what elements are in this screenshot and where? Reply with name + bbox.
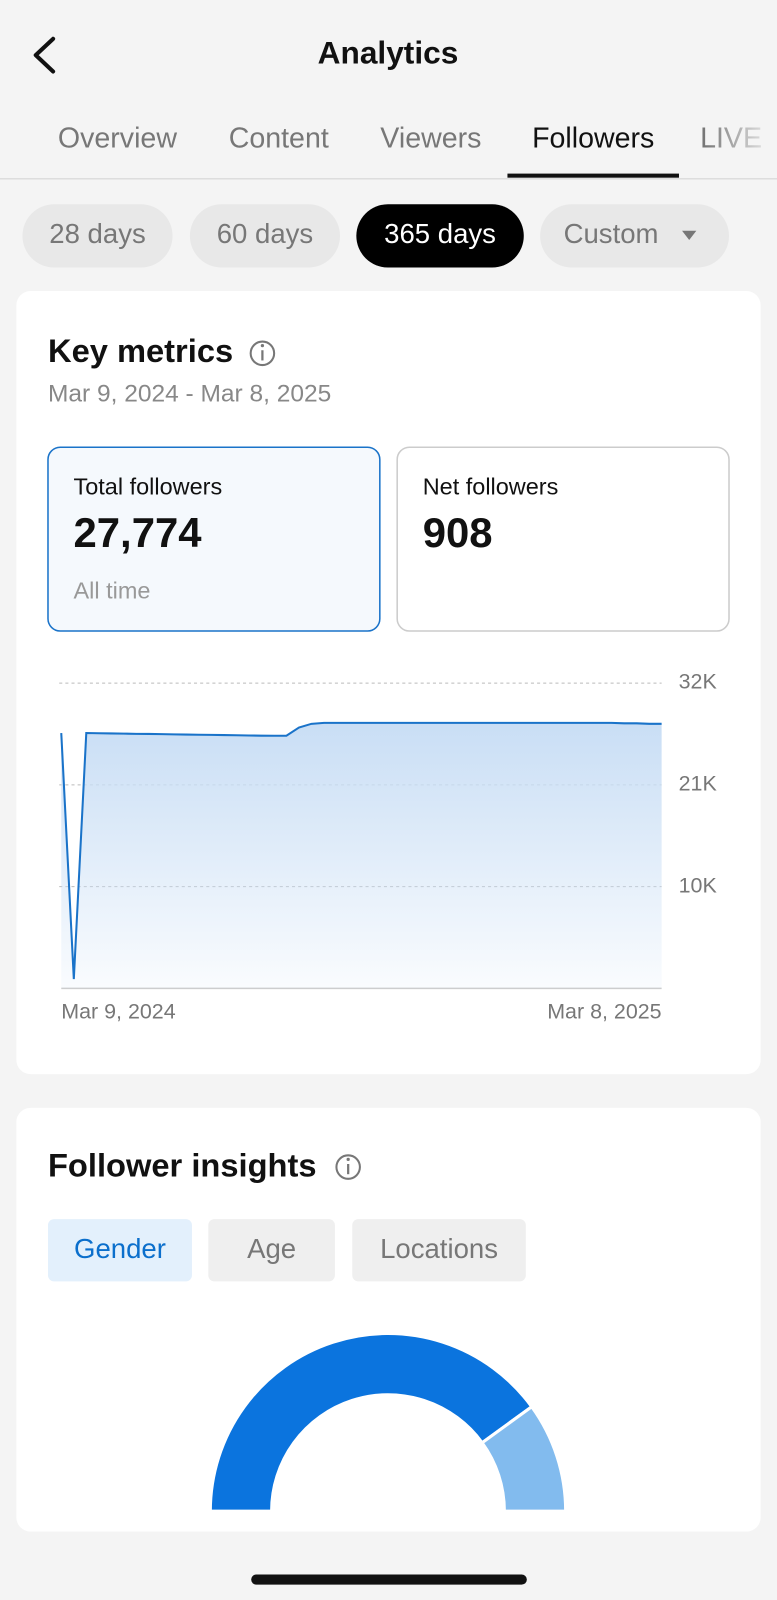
metric-label: Total followers [74,473,223,499]
followers-chart: 32K 21K 10K Mar 9, 2024 Mar 8, 2025 [59,670,717,1024]
donut-segment [480,1404,568,1513]
x-tick-label: Mar 9, 2024 [61,1000,175,1024]
y-tick-label: 10K [679,873,718,897]
info-icon[interactable] [335,1154,361,1180]
metric-value: 27,774 [74,509,203,556]
insight-tab[interactable] [47,1219,192,1282]
range-pill[interactable] [356,204,524,268]
date-range: Mar 9, 2024 - Mar 8, 2025 [48,381,331,408]
metric-label: Net followers [423,473,559,499]
range-label: 60 days [217,218,313,249]
tab-indicator [507,173,679,178]
tab[interactable]: Overview [58,122,177,154]
insight-tab[interactable] [208,1219,335,1282]
page-title: Analytics [318,35,459,71]
metric-note: All time [74,577,151,603]
section-title: Key metrics [48,332,233,369]
bottom-area [0,1531,777,1600]
insight-tab-label: Age [247,1233,296,1264]
insight-tab-label: Gender [74,1233,166,1264]
range-label: 365 days [384,218,496,249]
range-pill[interactable] [540,204,730,268]
home-indicator [251,1574,527,1585]
insight-tab[interactable] [352,1219,526,1282]
donut-segment [208,1332,534,1513]
metric-card[interactable] [47,446,381,632]
back-button[interactable] [33,36,56,74]
section-title: Follower insights [48,1147,317,1184]
tab[interactable]: Viewers [380,122,481,154]
range-pill[interactable] [189,204,341,268]
tab[interactable]: Followers [532,122,654,154]
range-label: Custom [564,218,659,249]
area-fill [61,722,662,989]
x-tick-label: Mar 8, 2025 [547,1000,661,1024]
tab-fade [704,102,777,174]
range-pill[interactable] [22,204,173,268]
tab-bar: OverviewContentViewersFollowersLIVE [58,102,777,178]
metric-value: 908 [423,509,493,556]
y-tick-label: 32K [679,670,718,694]
range-label: 28 days [49,218,145,249]
insight-tabs: Gender Age Locations [47,1219,526,1282]
tab[interactable]: Content [229,122,329,154]
metric-card[interactable] [396,446,730,632]
range-selector: 28 days 60 days 365 days Custom [22,204,730,268]
metric-cards: Total followers 27,774 All time Net followe… [47,446,730,632]
y-tick-label: 21K [679,772,718,796]
insight-tab-label: Locations [380,1233,498,1264]
gender-chart [208,1332,568,1513]
insights-card [16,1107,761,1532]
dropdown-arrow [682,230,697,240]
line [60,721,662,980]
info-icon[interactable] [249,340,276,367]
